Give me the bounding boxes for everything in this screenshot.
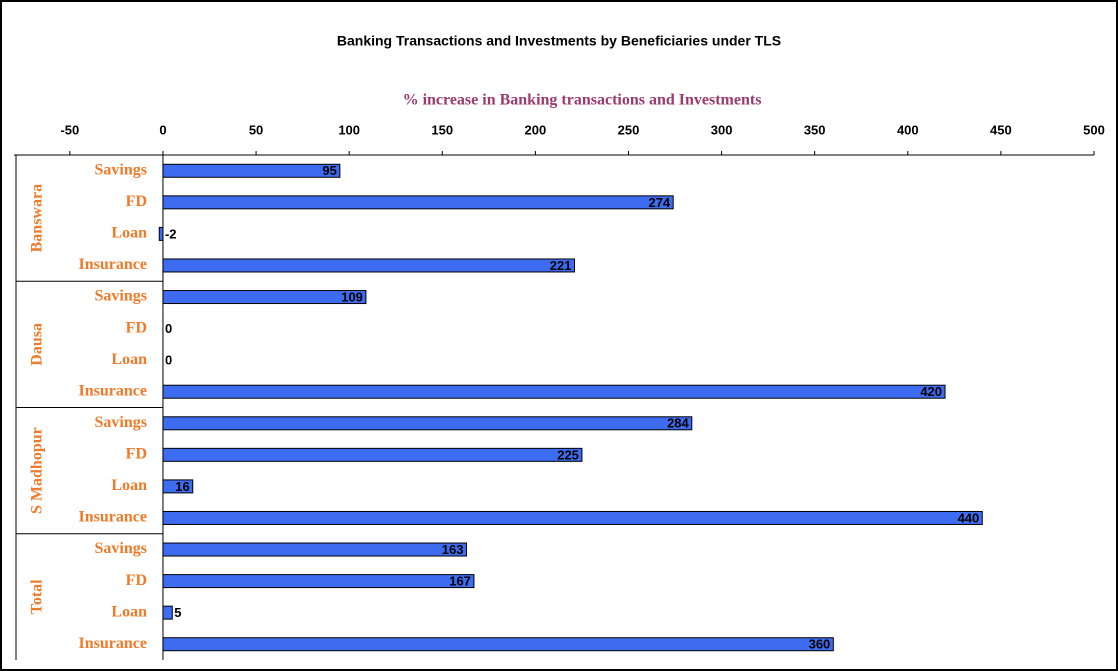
category-label: Insurance — [79, 635, 147, 652]
value-label: -2 — [165, 226, 177, 241]
value-label: 95 — [322, 163, 336, 178]
value-label: 225 — [557, 447, 579, 462]
x-tick-label: 300 — [711, 122, 733, 137]
x-tick-label: 0 — [159, 122, 166, 137]
bar — [162, 416, 693, 431]
value-label: 221 — [550, 258, 572, 273]
category-label: Savings — [95, 161, 147, 178]
bar — [162, 510, 983, 525]
value-label: 284 — [667, 416, 689, 431]
value-label: 109 — [341, 289, 363, 304]
x-tick-label: 250 — [618, 122, 640, 137]
x-tick-label: 200 — [525, 122, 547, 137]
value-label: 0 — [165, 353, 172, 368]
value-label: 0 — [165, 321, 172, 336]
x-tick-label: 400 — [897, 122, 919, 137]
bar — [162, 447, 583, 462]
category-label: Savings — [95, 540, 147, 557]
value-label: 440 — [958, 510, 980, 525]
bar — [162, 384, 946, 399]
category-label: Loan — [111, 225, 147, 242]
value-label: 274 — [648, 195, 670, 210]
group-label: Total — [29, 579, 46, 615]
bar — [162, 605, 173, 620]
category-label: Loan — [111, 603, 147, 620]
chart-title: Banking Transactions and Investments by … — [337, 33, 781, 49]
bar — [162, 637, 834, 652]
value-label: 5 — [174, 605, 181, 620]
category-label: Savings — [95, 288, 147, 305]
value-label: 163 — [442, 542, 464, 557]
bar — [158, 226, 164, 241]
bar — [162, 195, 674, 210]
value-label: 167 — [449, 574, 471, 589]
category-label: Loan — [111, 351, 147, 368]
category-label: FD — [126, 446, 147, 463]
x-axis-label: % increase in Banking transactions and I… — [403, 92, 762, 109]
category-label: FD — [126, 319, 147, 336]
value-label: 16 — [175, 479, 189, 494]
bar — [162, 574, 475, 589]
group-label: Banswara — [29, 184, 46, 252]
category-label: Insurance — [79, 382, 147, 399]
category-label: Savings — [95, 414, 147, 431]
category-label: Insurance — [79, 256, 147, 273]
group-label: Dausa — [29, 323, 46, 366]
bar — [162, 290, 367, 305]
bar — [162, 542, 467, 557]
category-label: Loan — [111, 477, 147, 494]
x-tick-label: 50 — [249, 122, 263, 137]
x-tick-label: 350 — [804, 122, 826, 137]
group-label: S Madhopur — [29, 427, 46, 514]
x-tick-label: 100 — [338, 122, 360, 137]
x-tick-label: 150 — [431, 122, 453, 137]
x-tick-label: 500 — [1083, 122, 1105, 137]
category-label: Insurance — [79, 509, 147, 526]
category-label: FD — [126, 193, 147, 210]
value-label: 360 — [809, 637, 831, 652]
category-label: FD — [126, 572, 147, 589]
x-tick-label: -50 — [60, 122, 79, 137]
bar — [162, 479, 194, 494]
x-tick-label: 450 — [990, 122, 1012, 137]
value-label: 420 — [920, 384, 942, 399]
bar — [162, 258, 575, 273]
bar — [162, 163, 341, 178]
